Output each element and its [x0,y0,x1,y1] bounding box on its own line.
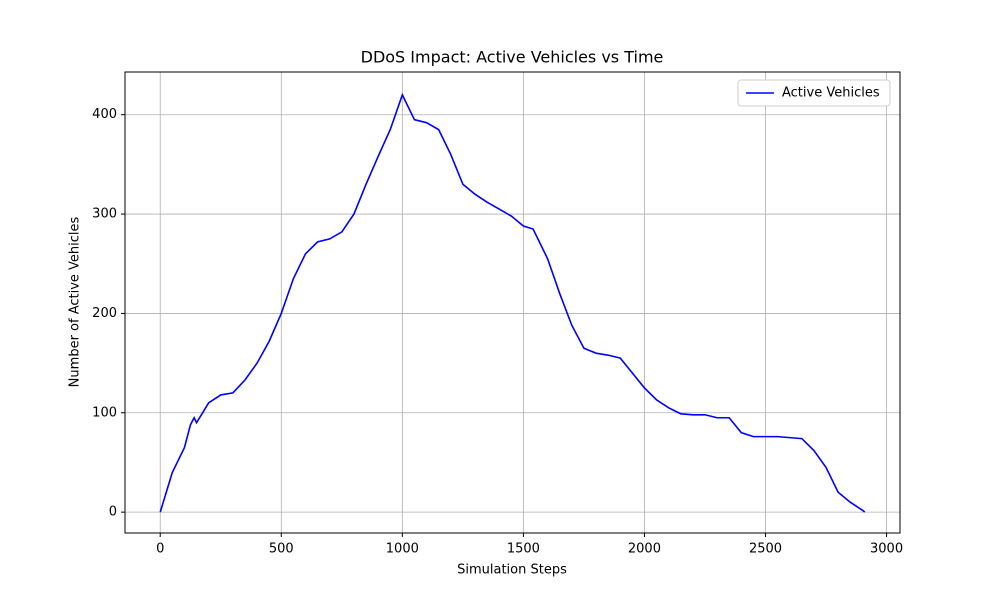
x-tick-label: 2500 [749,542,782,557]
y-tick-label: 200 [92,306,117,321]
y-tick-label: 300 [92,207,117,222]
y-tick-label: 0 [109,505,117,520]
legend-label: Active Vehicles [782,86,880,101]
data-line [159,92,866,513]
y-tick-label: 400 [92,107,117,122]
x-tick-label: 2000 [628,542,661,557]
y-tick-label: 100 [92,405,117,420]
x-tick-label: 1000 [386,542,419,557]
x-tick-label: 1500 [507,542,540,557]
x-axis-label: Simulation Steps [457,563,567,578]
x-tick-label: 500 [269,542,294,557]
plot-frame [124,71,901,534]
x-tick-label: 0 [156,542,164,557]
y-axis-label: Number of Active Vehicles [68,216,83,387]
legend-box [737,79,891,107]
chart-title: DDoS Impact: Active Vehicles vs Time [361,48,664,67]
x-tick-label: 3000 [870,542,903,557]
